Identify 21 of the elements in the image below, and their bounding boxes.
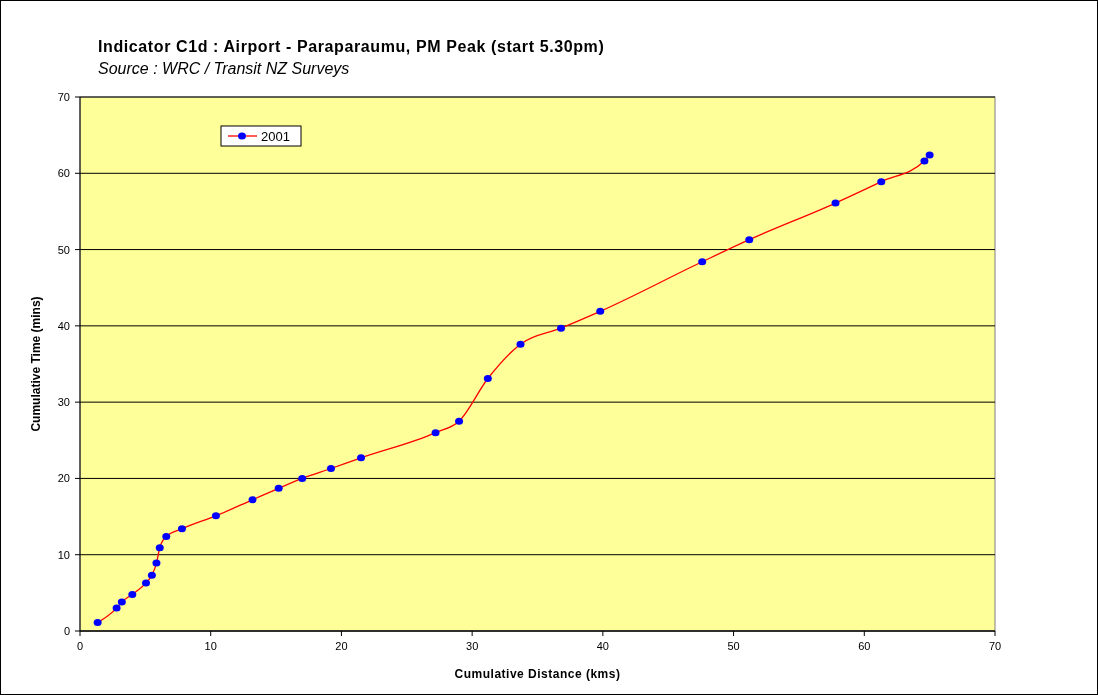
x-tick-label: 10 [204,640,217,652]
x-tick-label: 50 [727,640,740,652]
x-tick-label: 70 [988,640,1002,652]
y-tick-label: 0 [63,625,70,637]
y-tick-label: 30 [57,396,70,409]
y-tick-label: 10 [57,548,70,561]
y-tick-label: 60 [57,167,70,180]
y-tick-label: 70 [57,91,70,103]
x-tick-label: 30 [466,640,479,652]
chart-title: Indicator C1d : Airport - Paraparaumu, PM Peak (start 5.30pm) [98,38,605,55]
x-tick-label: 40 [596,640,609,652]
legend-label: 2001 [261,129,290,144]
y-axis-title: Cumulative Time (mins) [29,296,43,432]
x-tick-label: 60 [858,640,871,652]
y-tick-label: 40 [57,319,70,332]
x-tick-label: 20 [335,640,348,652]
y-tick-label: 20 [57,472,70,485]
x-tick-label: 0 [76,640,84,652]
chart-subtitle: Source : WRC / Transit NZ Surveys [98,60,350,77]
y-tick-label: 50 [57,243,70,256]
x-axis-title: Cumulative Distance (kms) [454,667,621,681]
